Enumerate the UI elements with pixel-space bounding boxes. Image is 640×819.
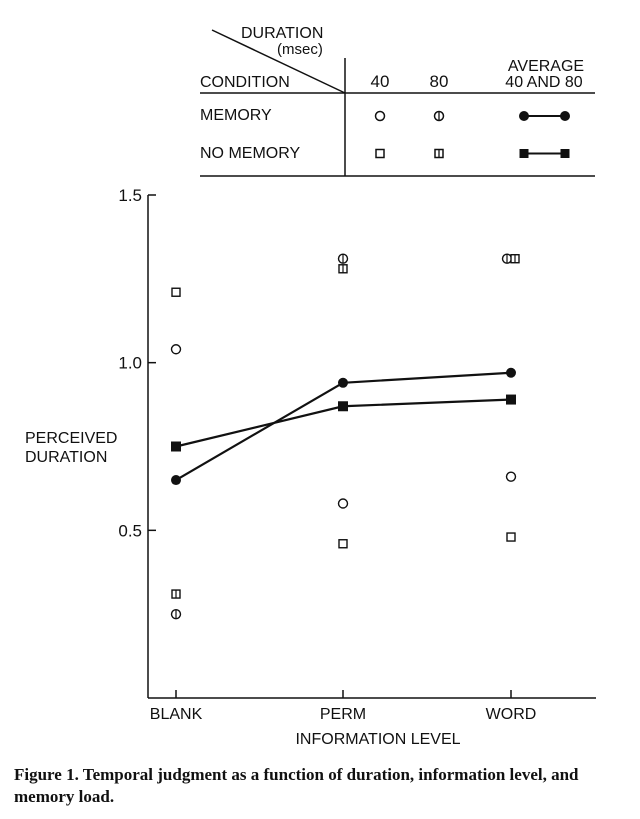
- point-memory-40-and-80-blank: [171, 475, 181, 486]
- y-axis-label-line-1: PERCEIVED: [25, 430, 117, 447]
- point-no-memory-80-perm: [338, 264, 348, 274]
- legend-marker-memory-40: [374, 110, 386, 122]
- point-no-memory-40-perm: [338, 539, 348, 549]
- point-memory-80-word: [501, 253, 513, 264]
- legend-marker-memory-80: [433, 110, 445, 122]
- legend-column-80: 80: [430, 72, 449, 91]
- legend-marker-memory-average: [519, 111, 570, 121]
- point-no-memory-80-blank: [171, 589, 181, 599]
- x-ticks: BLANK PERM WORD: [150, 690, 537, 723]
- legend-marker-no-memory-40: [375, 148, 385, 159]
- line-memory-40-and-80: [175, 371, 512, 481]
- legend-row-no-memory-label: NO MEMORY: [200, 145, 300, 162]
- x-tick-label-blank: BLANK: [150, 706, 203, 723]
- series-lines: [175, 371, 512, 481]
- legend-marker-no-memory-80: [434, 148, 444, 159]
- point-memory-40-and-80-perm: [338, 377, 348, 388]
- point-no-memory-80-word: [510, 254, 520, 264]
- x-tick-label-word: WORD: [486, 706, 537, 723]
- point-memory-40-perm: [337, 498, 349, 509]
- x-axis-label: INFORMATION LEVEL: [295, 731, 460, 748]
- legend-row-memory-label: MEMORY: [200, 107, 272, 124]
- point-no-memory-40-and-80-blank: [171, 441, 181, 452]
- point-no-memory-40-and-80-word: [506, 394, 516, 405]
- legend-marker-no-memory-average: [519, 149, 570, 158]
- legend-column-40: 40: [371, 72, 390, 91]
- point-no-memory-40-blank: [171, 287, 181, 297]
- legend-table: DURATION (msec) CONDITION 40 80 AVERAGE …: [200, 25, 595, 177]
- legend-average-label-1: AVERAGE: [508, 58, 584, 75]
- figure-caption: Figure 1. Temporal judgment as a functio…: [14, 765, 579, 806]
- plot-axes: [147, 195, 596, 699]
- point-no-memory-40-and-80-perm: [338, 401, 348, 412]
- point-memory-40-blank: [170, 344, 182, 355]
- point-no-memory-40-word: [506, 532, 516, 542]
- y-tick-label-0: 0.5: [118, 521, 142, 540]
- y-axis-label-line-2: DURATION: [25, 449, 107, 466]
- legend-header-duration: DURATION: [241, 25, 323, 42]
- y-tick-label-2: 1.5: [118, 186, 142, 205]
- legend-average-label-2: 40 AND 80: [505, 74, 582, 91]
- data-points: [170, 253, 520, 620]
- point-memory-80-perm: [337, 253, 349, 264]
- y-tick-label-1: 1.0: [118, 354, 142, 373]
- point-memory-40-and-80-word: [506, 367, 516, 378]
- legend-header-duration-unit: (msec): [277, 41, 323, 58]
- y-ticks: 0.5 1.0 1.5: [118, 186, 156, 540]
- legend-diagonal-line: [211, 29, 346, 94]
- legend-header-condition: CONDITION: [200, 74, 290, 91]
- x-tick-label-perm: PERM: [320, 706, 366, 723]
- point-memory-40-word: [505, 471, 517, 482]
- point-memory-80-blank: [170, 608, 182, 620]
